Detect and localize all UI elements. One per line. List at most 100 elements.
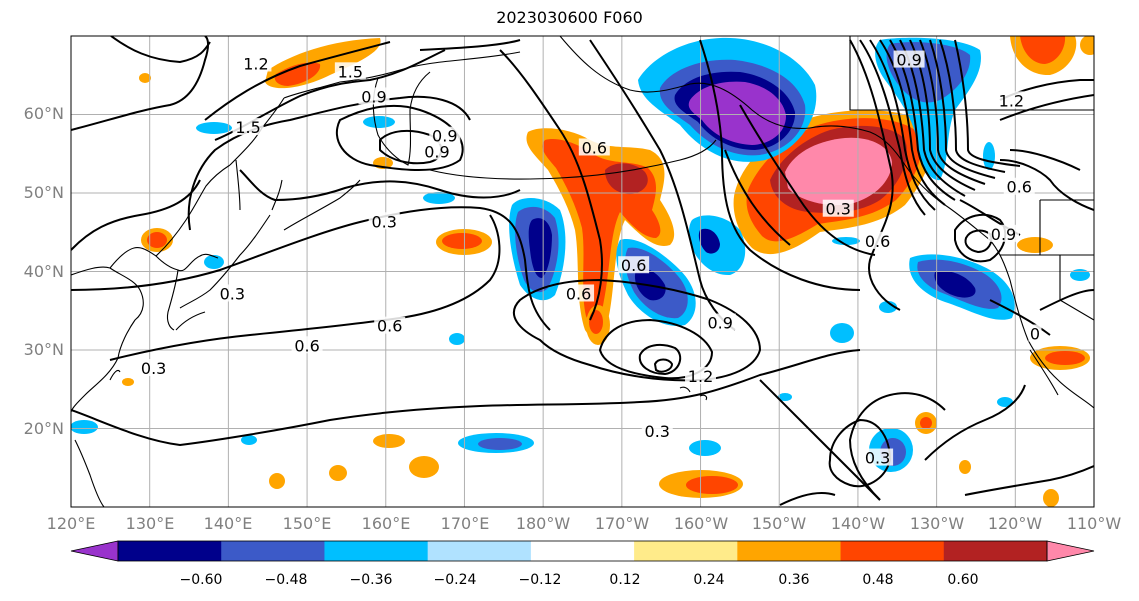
- contour-label: 0.6: [582, 138, 607, 157]
- contour-label-bg: [685, 366, 717, 384]
- colorbar-segment: [530, 541, 635, 561]
- contour-label-bg: [822, 199, 854, 217]
- anomaly-fill-small: [983, 142, 995, 170]
- anomaly-fill-small: [449, 333, 465, 345]
- lon-label-140e: 140°E: [203, 514, 253, 533]
- contour-label-bg: [421, 142, 453, 160]
- lon-label-140w: 140°W: [830, 514, 886, 533]
- colorbar-segment: [221, 541, 325, 561]
- anomaly-fill-small: [920, 417, 932, 429]
- contour-label: 0.6: [566, 284, 591, 303]
- contour-labels: 1.2 1.5 0.9 1.5 0.9 0.9 0.6 0.3 0.3 0.6 0.6 0.3 0.6 0…: [138, 50, 1042, 468]
- lon-label-130e: 130°E: [125, 514, 175, 533]
- anomaly-fill-small: [959, 460, 971, 474]
- colorbar-extend-high: [1046, 540, 1095, 562]
- colorbar-tick: −0.48: [264, 572, 308, 588]
- anomaly-fill-small: [442, 233, 482, 249]
- anomaly-fill-small: [589, 310, 603, 334]
- contour-label-bg: [358, 87, 390, 105]
- contour-label: 1.5: [338, 62, 363, 81]
- anomaly-fill-purple: [688, 81, 786, 145]
- anomaly-fill-small: [147, 232, 167, 248]
- contour-label-bg: [240, 54, 272, 72]
- contour-label-bg: [641, 421, 673, 439]
- anomaly-fill-small: [997, 397, 1013, 407]
- contour-label-bg: [862, 448, 894, 466]
- anomaly-fill-small: [1017, 237, 1053, 253]
- contour-label: 0.6: [294, 336, 319, 355]
- lon-label-170e: 170°E: [440, 514, 490, 533]
- contour-label-bg: [334, 62, 366, 80]
- colorbar: [70, 540, 1095, 562]
- lon-label-160e: 160°E: [361, 514, 411, 533]
- contour-label: 1.5: [235, 118, 260, 137]
- anomaly-fill-red-nw: [274, 62, 321, 86]
- anomaly-fill-small: [879, 301, 897, 313]
- anomaly-fill-small: [830, 323, 854, 343]
- colorbar-segment: [427, 541, 532, 561]
- anomaly-fill-small: [139, 73, 151, 83]
- contour-label: 0.3: [865, 449, 890, 468]
- anomaly-fill-small: [329, 465, 347, 481]
- contour-label: 0.6: [621, 256, 646, 275]
- colorbar-tick: 0.60: [947, 572, 979, 588]
- contour-label-bg: [704, 313, 736, 331]
- colorbar-segment: [737, 541, 842, 561]
- contour-label: 0.9: [707, 314, 732, 333]
- contour-label: 0.3: [645, 422, 670, 441]
- colorbar-tick: −0.24: [433, 572, 477, 588]
- contour-label: 0.3: [220, 284, 245, 303]
- contour-label-bg: [429, 126, 461, 144]
- anomaly-fill-small: [241, 435, 257, 445]
- contour-label: 0.3: [371, 212, 396, 231]
- contour-label: 0.9: [896, 51, 921, 70]
- contour-label-bg: [618, 256, 650, 274]
- colorbar-tick: 0.48: [862, 572, 894, 588]
- colorbar-tick: 0.12: [609, 572, 641, 588]
- contour-label-bg: [232, 118, 264, 136]
- plot-frame: [70, 35, 1095, 508]
- contour-label: 1.2: [999, 91, 1024, 110]
- contour-label: 0.6: [865, 232, 890, 251]
- anomaly-fill-navy-west: [528, 218, 552, 278]
- anomaly-fill-small: [1080, 36, 1094, 55]
- anomaly-fill-small: [1070, 269, 1090, 281]
- anomaly-fill-small: [778, 393, 792, 401]
- contour-label: 0.9: [361, 87, 386, 106]
- anomaly-fill-pink: [785, 137, 892, 206]
- lat-label-20: 20°N: [23, 419, 64, 438]
- colorbar-segment: [118, 541, 222, 561]
- colorbar-tick: 0.36: [778, 572, 810, 588]
- lat-label-60: 60°N: [23, 104, 64, 123]
- contour-label-bg: [563, 284, 595, 302]
- colorbar-segment: [324, 541, 429, 561]
- anomaly-fill-small: [373, 434, 405, 448]
- contour-label: 0.3: [141, 359, 166, 378]
- contour-label-bg: [578, 138, 610, 156]
- contour-label-bg: [138, 359, 170, 377]
- lon-label-150e: 150°E: [282, 514, 332, 533]
- lon-label-150w: 150°W: [751, 514, 807, 533]
- contour-label-bg: [368, 212, 400, 230]
- contour-label: 0.6: [377, 317, 402, 336]
- lon-label-160w: 160°W: [673, 514, 729, 533]
- anomaly-fill-small: [689, 440, 721, 456]
- contour-label-bg: [862, 231, 894, 249]
- lat-label-30: 30°N: [23, 340, 64, 359]
- contour-label: 0.6: [1007, 178, 1032, 197]
- colorbar-tick: −0.36: [349, 572, 393, 588]
- map-title: 2023030600 F060: [496, 8, 643, 27]
- contour-label: 0.9: [432, 127, 457, 146]
- colorbar-tick: −0.12: [518, 572, 562, 588]
- lon-label-130w: 130°W: [909, 514, 965, 533]
- contour-label-bg: [995, 91, 1027, 109]
- colorbar-segment: [840, 541, 945, 561]
- contour-label-bg: [291, 336, 323, 354]
- anomaly-fill-small: [363, 116, 395, 128]
- colorbar-extend-low: [70, 540, 119, 562]
- anomaly-fill-red-ne: [1020, 36, 1066, 64]
- colorbar-segment: [634, 541, 738, 561]
- anomaly-fill-darkred-central: [605, 163, 648, 195]
- anomaly-fill-small: [1043, 489, 1059, 507]
- colorbar-segment: [943, 541, 1048, 561]
